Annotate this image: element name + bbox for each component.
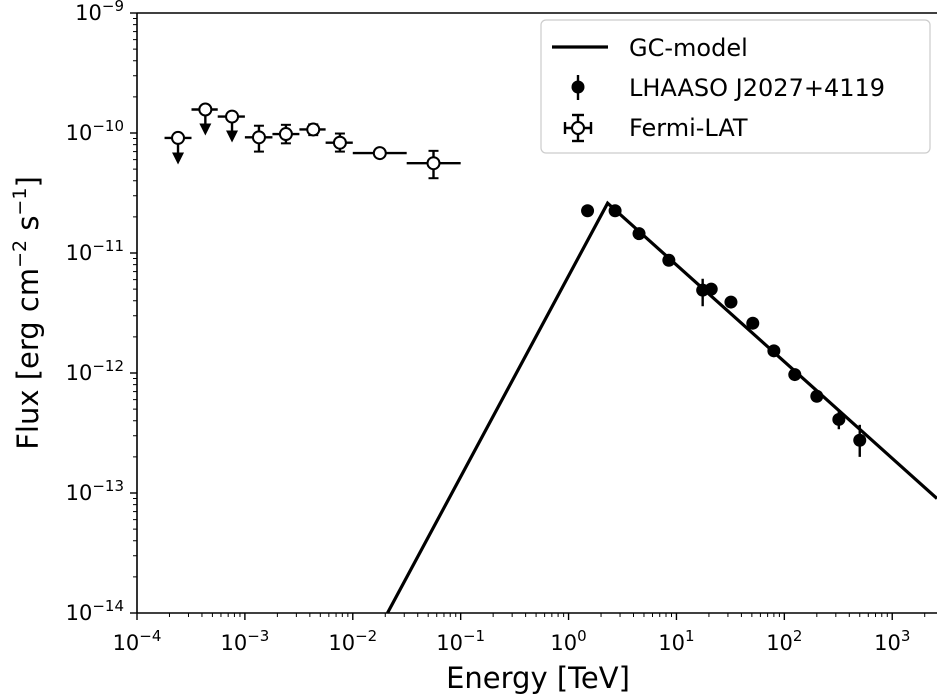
open-marker [306,122,321,137]
lhaaso-point [810,389,824,403]
lhaaso-point [632,227,646,241]
filled-marker [810,389,824,403]
x-tick-label: 101 [658,627,694,655]
legend-label-gc-model: GC-model [629,34,748,62]
lhaaso-point [724,295,738,309]
open-marker [251,130,266,145]
open-marker [426,156,441,171]
x-tick-label: 102 [766,627,802,655]
filled-marker [724,295,738,309]
filled-marker [746,316,760,330]
x-tick-label: 10−1 [436,627,485,655]
lhaaso-point [746,316,760,330]
data-points [164,102,867,457]
x-axis-label: Energy [TeV] [446,661,630,695]
model-series [386,200,937,614]
x-tick-label: 100 [550,627,586,655]
open-marker [372,146,387,161]
fermi-point [352,146,407,161]
ticks: 10−4 10−3 10−2 10−1 100 101 102 103 10−14 10−13 10… [66,0,926,655]
legend-label-fermi: Fermi-LAT [629,114,748,142]
lhaaso-point [608,204,622,218]
fermi-point [325,132,353,153]
fermi-point [299,122,326,137]
filled-marker [788,368,802,382]
fermi-point [191,102,218,136]
x-tick-label: 10−3 [220,627,269,655]
x-tick-label: 10−4 [113,627,162,655]
open-marker [225,109,240,124]
open-marker [332,135,347,150]
lhaaso-point [832,411,846,430]
filled-marker [662,253,676,267]
open-marker [198,102,213,117]
lhaaso-point [853,424,867,457]
y-tick-label: 10−12 [66,357,124,385]
y-tick-label: 10−9 [75,0,124,25]
legend-label-lhaaso: LHAASO J2027+4119 [629,74,885,102]
lhaaso-point [788,368,802,382]
legend-box [540,19,931,154]
filled-marker [853,433,867,447]
y-tick-label: 10−11 [66,237,124,265]
filled-marker [608,204,622,218]
open-marker [278,127,293,142]
fermi-point [164,130,192,165]
legend-filled-marker-icon [571,80,585,94]
y-tick-label: 10−14 [66,597,124,625]
y-tick-label: 10−13 [66,477,124,505]
filled-marker [632,227,646,241]
filled-marker [581,204,595,218]
lhaaso-point [704,282,718,296]
y-axis-label: Flux [erg cm−2 s−1] [9,176,45,450]
fermi-point [244,124,273,153]
fermi-point [217,109,245,143]
open-marker [171,130,186,145]
lhaaso-point [767,344,781,358]
filled-marker [832,412,846,426]
fermi-point [272,123,300,145]
y-tick-label: 10−10 [66,117,124,145]
x-tick-label: 103 [874,627,910,655]
down-arrow-icon [172,152,185,165]
filled-marker [767,344,781,358]
legend-open-marker-icon [571,121,585,135]
gc-model-line [386,200,937,614]
x-tick-label: 10−2 [328,627,377,655]
down-arrow-icon [226,130,239,143]
fermi-point [406,149,461,180]
lhaaso-point [581,204,595,218]
filled-marker [704,282,718,296]
down-arrow-icon [199,123,212,136]
legend: GC-model LHAASO J2027+4119 Fermi-LAT [540,19,931,154]
lhaaso-point [662,253,676,267]
axes [136,12,937,614]
